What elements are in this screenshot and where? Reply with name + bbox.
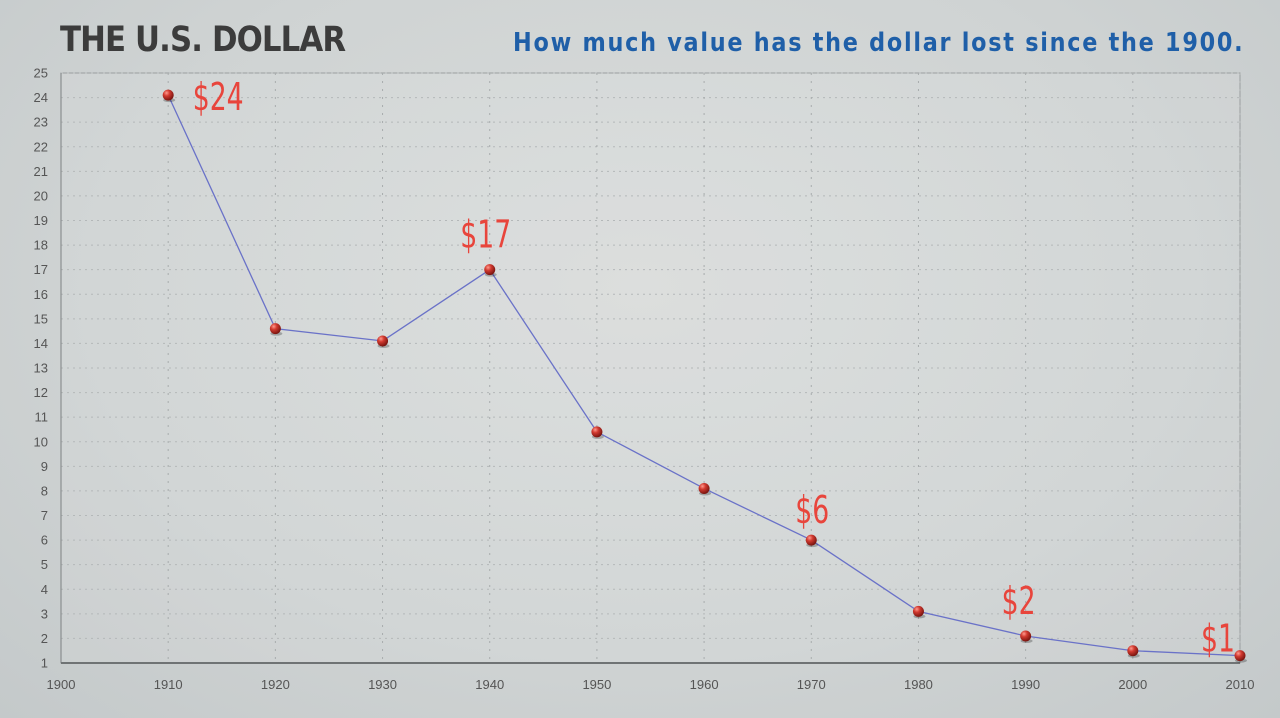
data-point — [1234, 650, 1246, 662]
x-tick-label: 1910 — [154, 677, 183, 692]
data-point — [912, 605, 924, 617]
y-tick-label: 10 — [34, 434, 48, 449]
chart-subtitle: How much value has the dollar lost since… — [512, 28, 1244, 58]
data-label: $2 — [1002, 579, 1036, 624]
data-point — [377, 335, 389, 347]
y-tick-label: 15 — [34, 311, 48, 326]
y-tick-label: 21 — [34, 164, 48, 179]
y-tick-label: 11 — [35, 410, 49, 425]
chart-title: THE U.S. DOLLAR — [60, 20, 346, 60]
y-tick-label: 25 — [34, 66, 48, 81]
y-tick-label: 18 — [34, 238, 48, 253]
y-tick-label: 2 — [41, 631, 48, 646]
data-label: $24 — [193, 76, 244, 121]
data-point — [698, 482, 710, 494]
data-point — [269, 323, 281, 335]
y-tick-label: 23 — [34, 115, 48, 130]
x-tick-label: 1960 — [690, 677, 719, 692]
y-tick-label: 14 — [34, 336, 48, 351]
y-tick-label: 6 — [41, 533, 48, 548]
data-point — [1020, 630, 1032, 642]
y-tick-label: 1 — [41, 656, 48, 671]
y-tick-label: 9 — [41, 459, 48, 474]
y-axis: 1234567891011121314151617181920212223242… — [34, 66, 62, 671]
y-tick-label: 17 — [34, 262, 48, 277]
x-tick-label: 1990 — [1011, 677, 1040, 692]
y-tick-label: 19 — [34, 213, 48, 228]
y-tick-label: 3 — [41, 606, 48, 621]
y-tick-label: 22 — [34, 139, 48, 154]
series-group — [162, 89, 1247, 663]
x-tick-label: 1900 — [47, 677, 76, 692]
data-point — [1127, 645, 1139, 657]
x-tick-label: 1970 — [797, 677, 826, 692]
x-tick-label: 1920 — [261, 677, 290, 692]
data-label: $17 — [460, 213, 511, 258]
y-tick-label: 12 — [34, 385, 48, 400]
y-tick-label: 4 — [41, 582, 48, 597]
data-label: $1 — [1201, 617, 1235, 662]
x-tick-label: 2010 — [1226, 677, 1255, 692]
data-labels: $24 $17 $6 $2 $1 — [193, 76, 1235, 662]
y-tick-label: 20 — [34, 188, 48, 203]
y-tick-label: 16 — [34, 287, 48, 302]
y-tick-label: 13 — [34, 361, 48, 376]
x-tick-label: 1950 — [582, 677, 611, 692]
x-tick-label: 2000 — [1118, 677, 1147, 692]
data-point — [162, 89, 174, 101]
y-tick-label: 5 — [41, 557, 48, 572]
y-tick-label: 8 — [41, 483, 48, 498]
y-tick-label: 7 — [41, 508, 48, 523]
data-label: $6 — [795, 489, 829, 534]
x-tick-label: 1980 — [904, 677, 933, 692]
data-point — [484, 264, 496, 276]
x-tick-label: 1940 — [475, 677, 504, 692]
data-point — [805, 534, 817, 546]
gridlines — [60, 72, 1241, 664]
x-axis: 1900 1910 1920 1930 1940 1950 1960 1970 1980 1990… — [47, 662, 1255, 692]
x-tick-label: 1930 — [368, 677, 397, 692]
data-point — [591, 426, 603, 438]
y-tick-label: 24 — [34, 90, 48, 105]
